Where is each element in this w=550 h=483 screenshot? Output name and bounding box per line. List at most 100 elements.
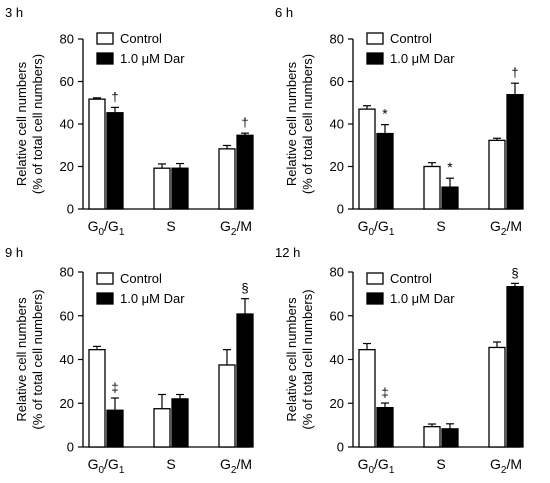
- bar-dar: [171, 167, 189, 210]
- y-tick-label: 0: [67, 440, 74, 455]
- x-tick-label-part: G: [490, 456, 501, 472]
- x-tick-label: S: [166, 456, 175, 472]
- x-tick-label-part: /M: [506, 218, 522, 234]
- bar-control: [423, 165, 441, 210]
- y-tick-label: 60: [330, 308, 344, 323]
- x-tick-label-part: S: [166, 456, 175, 472]
- significance-mark: †: [111, 89, 118, 104]
- x-tick-label-part: 0: [368, 465, 374, 476]
- x-tick-label: G0/G1: [358, 218, 395, 238]
- legend-label: Control: [120, 31, 162, 46]
- bar-control: [358, 349, 376, 448]
- y-tick-label: 40: [330, 117, 344, 132]
- legend-swatch-dar: [366, 292, 384, 305]
- x-tick-label-part: G: [358, 218, 369, 234]
- legend-swatch-control: [366, 32, 384, 45]
- legend-swatch-control: [96, 32, 114, 45]
- bar-control: [88, 349, 106, 448]
- y-tick-label: 60: [60, 74, 74, 89]
- x-tick-label-part: 0: [368, 227, 374, 238]
- legend-label: Control: [390, 271, 432, 286]
- y-axis-title: Relative cell numbers(% of total cell nu…: [14, 289, 45, 429]
- panel-label: 6 h: [275, 5, 293, 20]
- chart-panel-1: 3 h Relative cell numbers(% of total cell…: [5, 5, 254, 238]
- bar-dar: [106, 112, 124, 210]
- legend-label: 1.0 μM Dar: [390, 51, 455, 66]
- y-axis-title-line: Relative cell numbers: [14, 297, 29, 422]
- y-axis-title-line: (% of total cell numbers): [30, 289, 45, 429]
- x-tick-label-part: /G: [374, 456, 389, 472]
- y-tick-label: 0: [337, 440, 344, 455]
- y-axis-title-line: (% of total cell numbers): [300, 54, 315, 194]
- y-axis-title-line: Relative cell numbers: [14, 61, 29, 186]
- y-tick-label: 80: [330, 265, 344, 280]
- x-tick-label-part: /G: [374, 218, 389, 234]
- y-axis-title-line: Relative cell numbers: [284, 61, 299, 186]
- y-tick-label: 40: [60, 117, 74, 132]
- significance-mark: *: [382, 106, 388, 122]
- bar-dar: [506, 286, 524, 448]
- legend-label: Control: [390, 31, 432, 46]
- x-tick-label-part: 2: [231, 465, 237, 476]
- bar-control: [488, 139, 506, 210]
- chart-panel-4: 12 h Relative cell numbers(% of total cel…: [275, 245, 524, 476]
- x-tick-label-part: 2: [501, 227, 507, 238]
- bar-dar: [376, 406, 394, 448]
- x-tick-label: G2/M: [220, 218, 252, 238]
- chart-panel-2: 6 h Relative cell numbers(% of total cell…: [275, 5, 524, 238]
- legend-swatch-dar: [366, 52, 384, 65]
- x-tick-label-part: G: [490, 218, 501, 234]
- significance-mark: §: [511, 265, 518, 280]
- y-axis-title: Relative cell numbers(% of total cell nu…: [284, 54, 315, 194]
- legend-swatch-dar: [96, 292, 114, 305]
- x-tick-label-part: G: [220, 218, 231, 234]
- significance-mark: †: [241, 115, 248, 130]
- x-tick-label-part: 1: [119, 465, 125, 476]
- significance-mark: *: [447, 159, 453, 175]
- x-tick-label-part: 0: [98, 465, 104, 476]
- x-tick-label-part: 2: [501, 465, 507, 476]
- bar-control: [488, 346, 506, 448]
- legend-label: Control: [120, 271, 162, 286]
- significance-mark: ‡: [381, 385, 388, 400]
- x-tick-label-part: G: [220, 456, 231, 472]
- bar-dar: [106, 409, 124, 448]
- significance-mark: §: [241, 281, 248, 296]
- x-tick-label-part: 0: [98, 227, 104, 238]
- panel-label: 3 h: [5, 5, 23, 20]
- y-tick-label: 40: [60, 352, 74, 367]
- y-tick-label: 20: [330, 159, 344, 174]
- x-tick-label-part: 1: [389, 465, 395, 476]
- x-tick-label-part: 1: [119, 227, 125, 238]
- y-tick-label: 0: [337, 202, 344, 217]
- y-tick-label: 80: [60, 32, 74, 47]
- y-tick-label: 20: [330, 396, 344, 411]
- panel-label: 12 h: [275, 245, 300, 260]
- y-tick-label: 80: [60, 265, 74, 280]
- bar-control: [218, 364, 236, 448]
- x-tick-label-part: /M: [506, 456, 522, 472]
- y-axis-title: Relative cell numbers(% of total cell nu…: [14, 54, 45, 194]
- y-tick-label: 60: [60, 308, 74, 323]
- x-tick-label-part: S: [436, 218, 445, 234]
- x-tick-label-part: 2: [231, 227, 237, 238]
- x-tick-label-part: G: [88, 456, 99, 472]
- bar-control: [218, 148, 236, 210]
- x-tick-label-part: /G: [104, 456, 119, 472]
- bar-control: [153, 167, 171, 210]
- bar-control: [153, 408, 171, 448]
- x-tick-label: S: [436, 456, 445, 472]
- bar-dar: [236, 134, 254, 210]
- x-tick-label: G0/G1: [358, 456, 395, 476]
- x-tick-label-part: /M: [236, 456, 252, 472]
- y-axis-title-line: (% of total cell numbers): [300, 289, 315, 429]
- x-tick-label: S: [166, 218, 175, 234]
- y-tick-label: 80: [330, 32, 344, 47]
- y-axis-title: Relative cell numbers(% of total cell nu…: [284, 289, 315, 429]
- bar-dar: [376, 132, 394, 210]
- x-tick-label-part: /M: [236, 218, 252, 234]
- x-tick-label: S: [436, 218, 445, 234]
- bar-control: [88, 98, 106, 210]
- bar-dar: [441, 186, 459, 210]
- bar-dar: [506, 94, 524, 210]
